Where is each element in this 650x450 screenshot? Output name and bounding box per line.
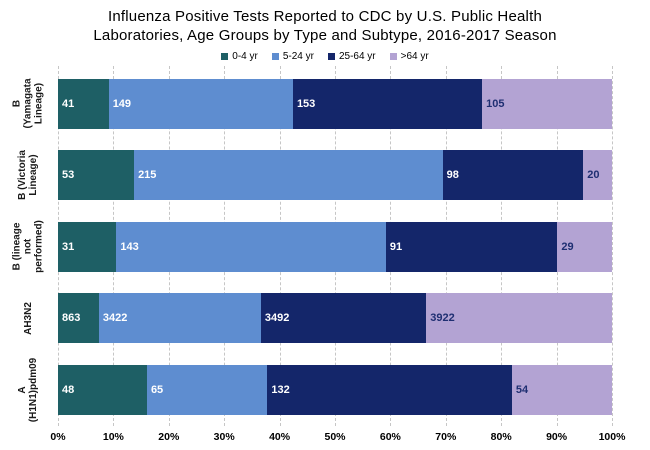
bar-segment: 149 [108, 78, 293, 129]
bar-value-label: 105 [486, 97, 505, 110]
bar-row: B (Yamagata Lineage) 41 149 153 105 [12, 68, 612, 140]
bar-value-label: 31 [62, 240, 75, 253]
bar-value-label: 3492 [264, 312, 290, 324]
bar-value-label: 143 [120, 240, 139, 253]
bar-value-label: 3422 [102, 312, 128, 324]
legend-item: 25-64 yr [327, 51, 376, 62]
legend-label: >64 yr [400, 51, 429, 62]
bar-value-label: 863 [62, 312, 81, 324]
x-tick-label: 40% [269, 431, 291, 443]
y-axis-label: B (Victoria Lineage) [17, 150, 39, 201]
bar-segment: 3922 [426, 293, 612, 343]
gridline [612, 66, 613, 426]
x-axis: 0% 10% 20% 30% 40% 50% 60% 70% 80% 90% 100% [50, 431, 625, 447]
bar-row: AH3N2 863 3422 3492 3922 [22, 283, 612, 355]
x-tick-label: 30% [213, 431, 235, 443]
bar-segment: 91 [385, 221, 558, 272]
x-tick-label: 70% [435, 431, 457, 443]
y-axis-label-cell: B (lineage not performed) [0, 211, 56, 283]
bar-segment: 48 [58, 364, 147, 415]
chart-title-line-2: Laboratories, Age Groups by Type and Sub… [93, 27, 557, 44]
bar-segment: 53 [58, 150, 135, 200]
bar-value-label: 91 [389, 240, 403, 253]
bar-row: B (Victoria Lineage) 53 215 98 20 [17, 140, 612, 212]
bar-value-label: 48 [62, 383, 75, 396]
bar-segment: 98 [442, 150, 584, 200]
bar-segment: 29 [557, 221, 612, 272]
bar-value-label: 149 [112, 97, 132, 110]
legend-swatch-icon [221, 53, 229, 60]
bar-segment: 65 [146, 364, 268, 415]
x-tick-label: 20% [158, 431, 180, 443]
y-axis-label: A (H1N1)pdm09 [17, 357, 39, 422]
bar-value-label: 215 [138, 169, 157, 181]
bar-value-label: 54 [515, 383, 529, 396]
bar-row: A (H1N1)pdm09 48 65 132 54 [17, 354, 612, 426]
x-tick-label: 60% [379, 431, 401, 443]
y-axis-label: AH3N2 [22, 301, 34, 335]
stacked-bar: 41 149 153 105 [58, 78, 612, 129]
bar-value-label: 53 [62, 169, 75, 181]
bar-segment: 105 [482, 78, 612, 129]
chart-title-line-1: Influenza Positive Tests Reported to CDC… [108, 8, 542, 25]
y-axis-label-cell: A (H1N1)pdm09 [0, 354, 56, 426]
legend-item: 5-24 yr [271, 51, 314, 62]
y-axis-label-cell: B (Victoria Lineage) [0, 140, 56, 212]
bar-segment: 153 [292, 78, 483, 129]
bar-value-label: 132 [271, 383, 290, 396]
legend-swatch-icon [271, 53, 279, 60]
bar-segment: 20 [583, 150, 612, 200]
plot-area: B (Yamagata Lineage) 41 149 153 105 B (Victor… [12, 66, 613, 426]
stacked-bar: 863 3422 3492 3922 [58, 293, 612, 343]
bar-segment: 143 [116, 221, 386, 272]
bar-segment: 863 [58, 293, 99, 343]
bar-segment: 215 [134, 150, 443, 200]
bar-segment: 41 [58, 78, 109, 129]
legend-swatch-icon [389, 53, 397, 60]
legend-label: 25-64 yr [338, 51, 376, 62]
chart-title: Influenza Positive Tests Reported to CDC… [0, 0, 650, 45]
x-tick-label: 90% [546, 431, 568, 443]
legend-swatch-icon [327, 53, 335, 60]
bar-value-label: 29 [561, 240, 574, 253]
x-tick-label: 50% [324, 431, 346, 443]
bar-segment: 31 [58, 221, 117, 272]
x-tick-label: 10% [102, 431, 124, 443]
bar-value-label: 65 [150, 383, 164, 396]
y-axis-label: B (Yamagata Lineage) [11, 78, 45, 129]
bar-segment: 3492 [260, 293, 427, 343]
y-axis-label-cell: AH3N2 [0, 283, 56, 355]
plot-rows: B (Yamagata Lineage) 41 149 153 105 B (Victor… [12, 66, 612, 426]
bar-value-label: 98 [446, 169, 459, 181]
legend: 0-4 yr 5-24 yr 25-64 yr >64 yr [0, 50, 650, 63]
x-tick-label: 100% [598, 431, 626, 443]
legend-label: 5-24 yr [282, 51, 314, 62]
bar-segment: 132 [267, 364, 512, 415]
bar-segment: 54 [511, 364, 612, 415]
chart: B (Yamagata Lineage) 41 149 153 105 B (Victor… [12, 66, 625, 447]
y-axis-label: B (lineage not performed) [11, 220, 45, 274]
stacked-bar: 48 65 132 54 [58, 364, 612, 415]
bar-row: B (lineage not performed) 31 143 91 29 [12, 211, 612, 283]
legend-label: 0-4 yr [232, 51, 258, 62]
stacked-bar: 53 215 98 20 [58, 150, 612, 200]
stacked-bar: 31 143 91 29 [58, 221, 612, 272]
legend-item: 0-4 yr [221, 51, 258, 62]
bar-value-label: 3922 [430, 312, 455, 324]
y-axis-label-cell: B (Yamagata Lineage) [0, 68, 56, 140]
bar-value-label: 20 [587, 169, 600, 181]
bar-value-label: 153 [296, 97, 316, 110]
legend-item: >64 yr [389, 51, 429, 62]
bar-value-label: 41 [62, 97, 75, 110]
bar-segment: 3422 [98, 293, 261, 343]
x-tick-label: 0% [50, 431, 66, 443]
x-tick-label: 80% [490, 431, 512, 443]
